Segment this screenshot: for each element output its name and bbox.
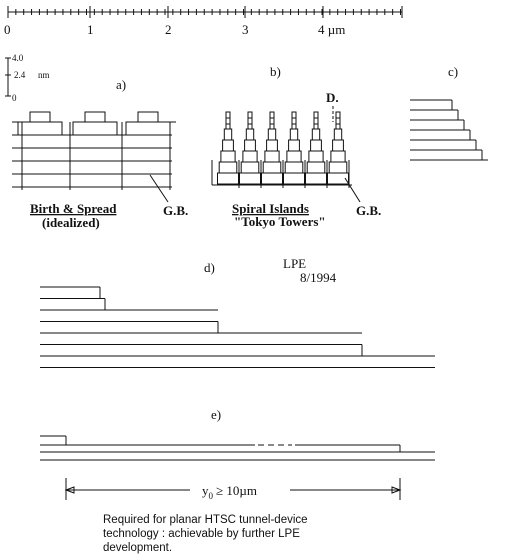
tower-step xyxy=(266,139,278,152)
tower-tip xyxy=(247,111,253,125)
island xyxy=(125,121,171,136)
height-label: 4.0 xyxy=(12,53,24,63)
panel-label: e) xyxy=(211,407,221,422)
tower-step xyxy=(245,128,255,141)
panel-note: "Tokyo Towers" xyxy=(234,214,326,229)
tower-step xyxy=(222,139,234,152)
island xyxy=(29,111,51,123)
panel-name: Birth & Spread xyxy=(30,201,117,216)
tower-step xyxy=(218,161,238,174)
tower-tip xyxy=(225,111,231,125)
grain-boundary-label: G.B. xyxy=(356,203,381,218)
tower-step xyxy=(289,128,299,141)
tower-step xyxy=(217,172,239,185)
tower-tip xyxy=(291,111,297,125)
dislocation-label: D. xyxy=(326,90,339,105)
panel-label: c) xyxy=(448,64,458,79)
tower-step xyxy=(310,139,322,152)
panel-label: d) xyxy=(204,260,215,275)
tower-step xyxy=(308,150,324,163)
tower-tip xyxy=(313,111,319,125)
island xyxy=(17,121,63,136)
arrow-head xyxy=(64,486,402,494)
height-label: 0 xyxy=(12,93,17,103)
caption-line: technology : achievable by further LPE xyxy=(103,528,300,540)
tower-step xyxy=(283,172,305,185)
tower-tip xyxy=(269,111,275,125)
height-label: 2.4 xyxy=(14,70,26,80)
island xyxy=(72,121,118,136)
tower-step xyxy=(288,139,300,152)
panel-label: a) xyxy=(116,77,126,92)
tower-step xyxy=(240,161,260,174)
caption-line: development. xyxy=(103,542,172,554)
leader xyxy=(149,174,169,203)
tower-step xyxy=(267,128,277,141)
panel-date: 8/1994 xyxy=(300,270,337,285)
panel-note: (idealized) xyxy=(42,215,100,230)
tower-step xyxy=(239,172,261,185)
panel-title: LPE xyxy=(283,256,306,271)
caption-line: Required for planar HTSC tunnel-device xyxy=(103,514,308,526)
scale-tick-label: 1 xyxy=(87,22,94,37)
tower-step xyxy=(305,172,327,185)
tower-step xyxy=(311,128,321,141)
scale-tick-label: 0 xyxy=(4,22,11,37)
tower-step xyxy=(333,128,343,141)
scale-tick-label: 2 xyxy=(165,22,172,37)
tower-step xyxy=(223,128,233,141)
panel-name: Spiral Islands xyxy=(232,201,309,216)
width-subscript: 0 xyxy=(209,491,214,501)
tower-step xyxy=(261,172,283,185)
tower-step xyxy=(306,161,326,174)
height-label: nm xyxy=(38,70,50,80)
tower-step xyxy=(286,150,302,163)
tower-step xyxy=(220,150,236,163)
grain-boundary-label: G.B. xyxy=(163,203,188,218)
scale-tick-label: 4 µm xyxy=(318,22,345,37)
island xyxy=(84,111,106,123)
width-label: y0 ≥ 10µm xyxy=(202,483,257,501)
tower-step xyxy=(262,161,282,174)
leader xyxy=(344,177,361,203)
tower-tip xyxy=(335,111,341,125)
panel-label: b) xyxy=(270,64,281,79)
tower-step xyxy=(332,139,344,152)
island xyxy=(137,111,159,123)
width-symbol: y xyxy=(202,483,209,498)
tower-step xyxy=(284,161,304,174)
tower-step xyxy=(328,161,348,174)
width-rest: ≥ 10µm xyxy=(216,483,257,498)
scale-tick-label: 3 xyxy=(242,22,249,37)
tower-step xyxy=(264,150,280,163)
tower-step xyxy=(244,139,256,152)
tower-step xyxy=(242,150,258,163)
tower-step xyxy=(330,150,346,163)
